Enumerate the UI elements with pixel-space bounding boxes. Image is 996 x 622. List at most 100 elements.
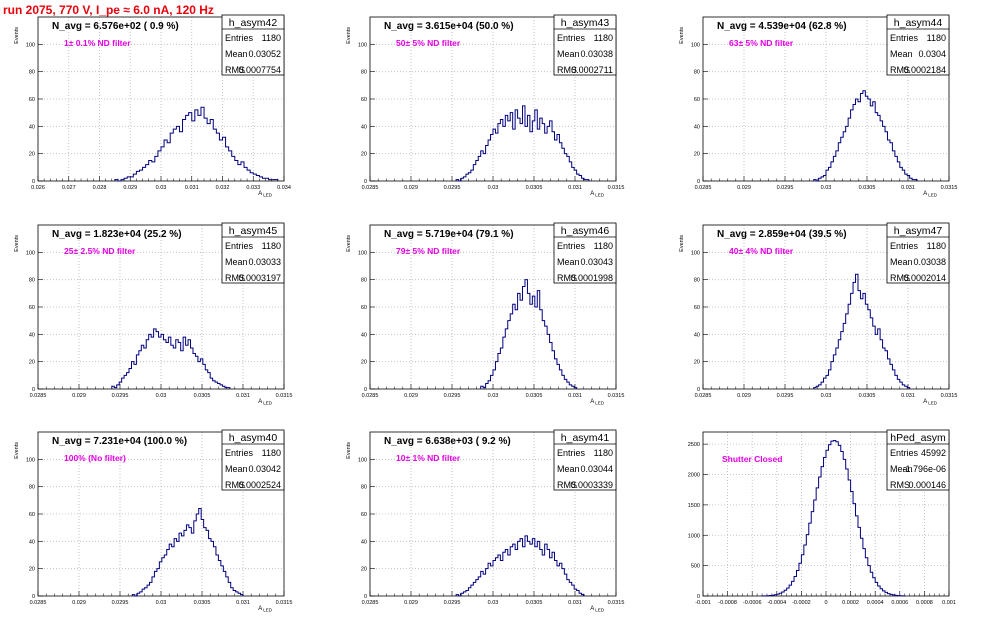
stats-label-mean: Mean bbox=[890, 464, 913, 474]
histogram-series-h_asym47 bbox=[813, 273, 911, 389]
navg-label: N_avg = 2.859e+04 (39.5 %) bbox=[717, 229, 847, 240]
histogram-panel-h_asym44: 0.0285 0.029 0.0295 0.03 0.0305 0.031 0.0315 0 2… bbox=[679, 14, 957, 198]
navg-label: N_avg = 6.638e+03 ( 9.2 %) bbox=[384, 436, 511, 447]
x-axis-title: ALED bbox=[590, 191, 605, 198]
x-axis-title: ALED bbox=[923, 399, 938, 406]
x-tick-label: 0.029 bbox=[123, 185, 137, 191]
histogram-series-h_asym43 bbox=[455, 105, 590, 182]
x-tick-label: 0.0006 bbox=[891, 600, 908, 606]
y-tick-label: 100 bbox=[691, 42, 700, 48]
y-tick-label: 60 bbox=[361, 512, 367, 518]
stats-label-mean: Mean bbox=[890, 257, 913, 267]
y-axis-title: Events bbox=[14, 27, 20, 44]
stats-value-entries: 1180 bbox=[594, 33, 613, 43]
histogram-series-h_asym46 bbox=[480, 279, 578, 389]
x-tick-label: 0.031 bbox=[568, 600, 582, 606]
filter-annotation: 79± 5% ND filter bbox=[396, 246, 461, 256]
x-tick-label: 0.001 bbox=[942, 600, 956, 606]
y-tick-label: 80 bbox=[29, 278, 35, 284]
stats-label-entries: Entries bbox=[890, 448, 919, 458]
stats-value-rms: 0.0002524 bbox=[238, 480, 281, 490]
y-tick-label: 0 bbox=[697, 594, 700, 600]
y-tick-label: 40 bbox=[361, 539, 367, 545]
x-tick-label: 0.0002 bbox=[842, 600, 859, 606]
x-tick-label: 0.031 bbox=[901, 185, 915, 191]
y-tick-label: 100 bbox=[358, 457, 367, 463]
stats-box-h_asym45: h_asym45 Entries 1180 Mean 0.03033RMS0.00031… bbox=[221, 222, 285, 284]
y-axis-title: Events bbox=[346, 442, 352, 459]
x-tick-label: 0.03 bbox=[821, 185, 832, 191]
stats-value-mean: 0.03033 bbox=[248, 257, 281, 267]
x-tick-label: 0.03 bbox=[156, 185, 167, 191]
y-tick-label: 80 bbox=[694, 278, 700, 284]
stats-label-entries: Entries bbox=[557, 241, 586, 251]
x-tick-label: -0.001 bbox=[695, 600, 711, 606]
stats-box-h_asym42: h_asym42 Entries 1180 Mean 0.03052RMS0.00077… bbox=[221, 14, 285, 76]
stats-value-rms: 0.0002711 bbox=[571, 65, 613, 75]
stats-box-frame bbox=[886, 222, 950, 284]
y-tick-label: 40 bbox=[29, 539, 35, 545]
filter-annotation: 10± 1% ND filter bbox=[396, 453, 461, 463]
y-tick-label: 80 bbox=[29, 485, 35, 491]
stats-value-mean: 0.03038 bbox=[913, 257, 946, 267]
x-tick-label: 0.0295 bbox=[112, 600, 129, 606]
stats-value-mean: 0.03052 bbox=[248, 49, 281, 59]
y-tick-label: 0 bbox=[697, 387, 700, 393]
x-tick-label: 0.0004 bbox=[867, 600, 884, 606]
x-tick-label: 0.033 bbox=[246, 185, 260, 191]
x-tick-label: 0.0295 bbox=[112, 393, 129, 399]
y-tick-label: 60 bbox=[361, 305, 367, 311]
x-tick-label: 0.028 bbox=[93, 185, 107, 191]
y-tick-label: 80 bbox=[29, 70, 35, 76]
histogram-series-h_asym44 bbox=[813, 90, 918, 182]
x-tick-label: 0.031 bbox=[568, 393, 582, 399]
x-tick-label: -0.0004 bbox=[767, 600, 786, 606]
stats-label-mean: Mean bbox=[225, 257, 248, 267]
stats-value-rms: 0.0007754 bbox=[238, 65, 281, 75]
x-tick-label: 0.0315 bbox=[608, 393, 625, 399]
navg-label: N_avg = 6.576e+02 ( 0.9 %) bbox=[52, 21, 179, 32]
y-tick-label: 40 bbox=[361, 332, 367, 338]
y-tick-label: 20 bbox=[361, 360, 367, 366]
stats-label-rms: RMS bbox=[890, 65, 910, 75]
navg-label: N_avg = 1.823e+04 (25.2 %) bbox=[52, 229, 182, 240]
y-tick-label: 0 bbox=[32, 594, 35, 600]
stats-value-mean: 0.03043 bbox=[580, 257, 613, 267]
y-tick-label: 0 bbox=[32, 179, 35, 185]
histogram-name: hPed_asym bbox=[890, 432, 946, 444]
y-tick-label: 2500 bbox=[688, 442, 700, 448]
y-tick-label: 100 bbox=[691, 250, 700, 256]
histogram-name: h_asym47 bbox=[894, 225, 943, 237]
stats-value-mean: 0.03042 bbox=[248, 464, 281, 474]
histogram-name: h_asym45 bbox=[229, 225, 278, 237]
stats-label-rms: RMS bbox=[890, 273, 910, 283]
histogram-series-h_asym45 bbox=[111, 328, 231, 389]
stats-box-h_asym43: h_asym43 Entries 1180 Mean 0.03038RMS0.00027… bbox=[553, 14, 617, 76]
x-axis-title: ALED bbox=[590, 399, 605, 406]
y-axis-title: Events bbox=[679, 27, 685, 44]
x-tick-label: 0.0295 bbox=[444, 600, 461, 606]
stats-box-h_asym46: h_asym46 Entries 1180 Mean 0.03043RMS0.00019… bbox=[553, 222, 617, 284]
stats-box-frame bbox=[553, 222, 617, 284]
x-tick-label: 0.0295 bbox=[777, 185, 794, 191]
navg-label: N_avg = 7.231e+04 (100.0 %) bbox=[52, 436, 187, 447]
run-title: run 2075, 770 V, I_pe ≈ 6.0 nA, 120 Hz bbox=[3, 3, 214, 17]
y-tick-label: 40 bbox=[361, 124, 367, 130]
filter-annotation: 100% (No filter) bbox=[64, 453, 126, 463]
histogram-panel-h_asym45: 0.0285 0.029 0.0295 0.03 0.0305 0.031 0.0315 0 2… bbox=[14, 222, 292, 406]
stats-label-entries: Entries bbox=[890, 33, 919, 43]
x-tick-label: 0.0285 bbox=[362, 600, 379, 606]
x-tick-label: 0.031 bbox=[185, 185, 199, 191]
histogram-name: h_asym42 bbox=[229, 17, 278, 29]
y-tick-label: 0 bbox=[364, 594, 367, 600]
x-tick-label: 0.03 bbox=[156, 600, 167, 606]
y-tick-label: 80 bbox=[361, 70, 367, 76]
x-tick-label: -0.0008 bbox=[718, 600, 737, 606]
y-tick-label: 0 bbox=[364, 387, 367, 393]
x-tick-label: 0.031 bbox=[568, 185, 582, 191]
histogram-panel-hPed_asym: -0.001 -0.0008 -0.0006 -0.0004 -0.0002 0 0.000… bbox=[688, 429, 956, 606]
stats-value-entries: 1180 bbox=[262, 33, 281, 43]
y-tick-label: 80 bbox=[694, 70, 700, 76]
x-tick-label: 0.034 bbox=[277, 185, 291, 191]
x-tick-label: 0.029 bbox=[737, 185, 751, 191]
